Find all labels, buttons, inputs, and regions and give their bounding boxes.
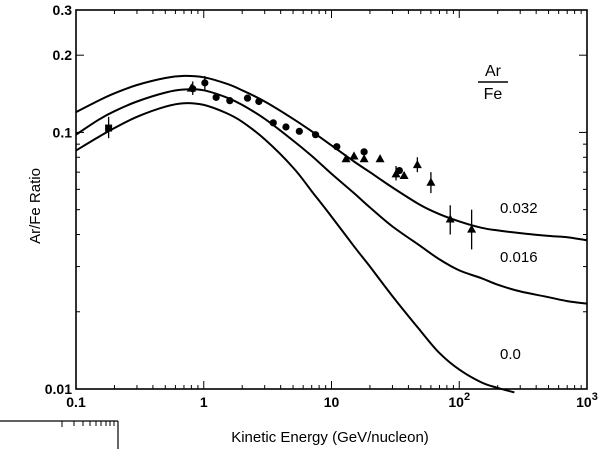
- data-point-circle: [201, 79, 209, 87]
- x-tick-label: 103: [576, 391, 598, 410]
- chart-labels: Kinetic Energy (GeV/nucleon) Ar/Fe Ratio…: [27, 63, 508, 446]
- curve-0.0: [75, 102, 515, 394]
- data-point-circle: [243, 94, 252, 102]
- inset-ruler-fragment: [0, 420, 119, 449]
- curve-label-0.032: 0.032: [500, 200, 538, 217]
- data-point-triangle: [341, 154, 351, 163]
- data-point-circle: [255, 97, 263, 106]
- data-point-triangle: [445, 214, 455, 223]
- x-tick-label: 10: [324, 394, 340, 410]
- data-point-triangle: [359, 154, 369, 163]
- x-tick-label: 1: [200, 394, 208, 410]
- data-point-triangle: [467, 224, 477, 233]
- data-point-triangle: [412, 159, 422, 169]
- curve-0.016: [75, 88, 588, 305]
- legend-numerator: Ar: [485, 63, 502, 80]
- data-point-circle: [295, 127, 303, 135]
- data-point-triangle: [186, 83, 196, 92]
- data-point-triangle: [349, 151, 359, 160]
- y-tick-label: 0.1: [53, 124, 73, 140]
- data-point-circle: [282, 123, 290, 131]
- data-point-triangle: [375, 154, 385, 163]
- data-point-triangle: [399, 170, 409, 179]
- curve-label-0.016: 0.016: [500, 249, 538, 266]
- data-point-circle: [311, 131, 320, 139]
- y-tick-label: 0.3: [53, 2, 73, 18]
- y-tick-label: 0.2: [53, 47, 73, 63]
- data-points: [105, 75, 477, 250]
- data-point-triangle: [391, 169, 401, 178]
- data-point-square: [105, 124, 113, 132]
- x-tick-label: 0.1: [66, 394, 86, 410]
- data-point-circle: [333, 143, 341, 151]
- x-tick-label: 102: [448, 391, 470, 410]
- curve-label-0.0: 0.0: [500, 346, 521, 363]
- data-point-circle: [269, 119, 277, 127]
- y-axis-label: Ar/Fe Ratio: [27, 168, 44, 244]
- model-curves: 0.032 0.016 0.0: [75, 74, 588, 394]
- data-point-circle: [226, 97, 234, 105]
- y-tick-label: 0.01: [45, 381, 72, 397]
- x-axis-label: Kinetic Energy (GeV/nucleon): [231, 429, 429, 446]
- data-point-triangle: [426, 177, 436, 186]
- data-point-circle: [360, 148, 368, 156]
- legend: Ar Fe: [478, 63, 508, 103]
- legend-denominator: Fe: [484, 86, 503, 103]
- curve-0.032: [75, 74, 588, 242]
- data-point-circle: [212, 93, 220, 101]
